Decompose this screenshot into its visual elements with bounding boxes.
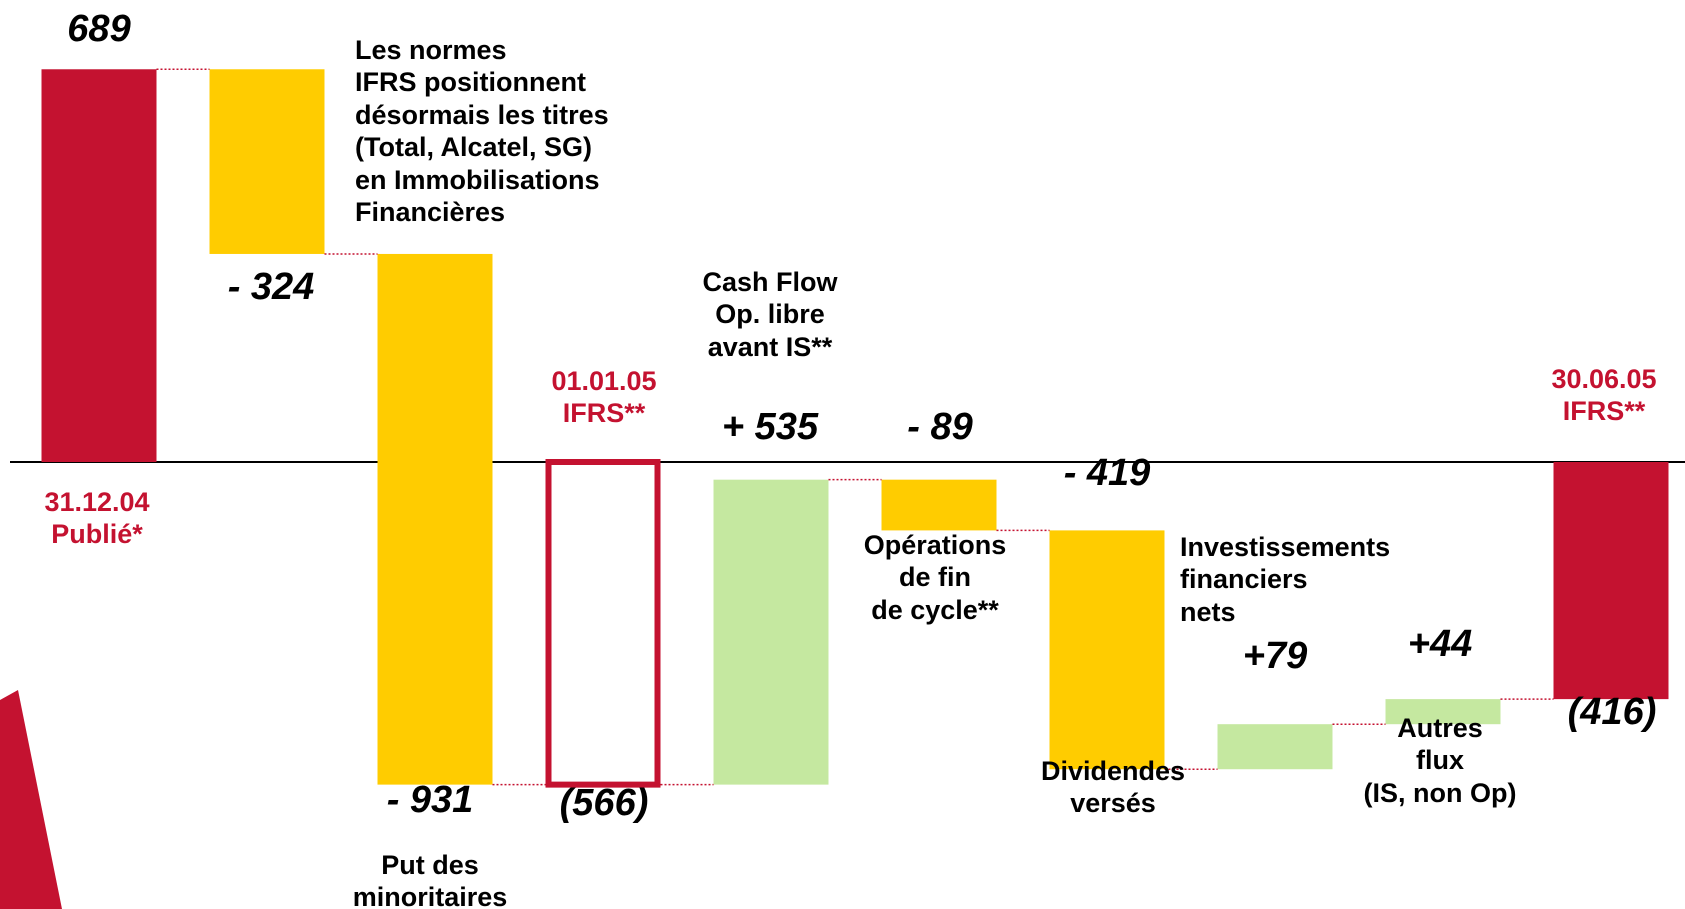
bar: [545, 459, 661, 788]
bar: [881, 479, 997, 531]
value-label: - 931: [386, 779, 474, 822]
category-label: Autres flux (IS, non Op): [1363, 713, 1517, 808]
bar: [41, 69, 157, 463]
category-label: Put des minoritaires: [352, 850, 508, 909]
value-label: + 535: [721, 406, 819, 449]
value-label: - 89: [907, 406, 973, 449]
decoration: [0, 690, 62, 909]
category-label: Cash Flow Op. libre avant IS**: [702, 267, 838, 362]
category-label: 31.12.04 Publié*: [44, 487, 150, 550]
category-label: Investissements financiers nets: [1180, 532, 1391, 627]
value-label: +44: [1407, 623, 1473, 666]
category-label: Opérations de fin de cycle**: [863, 530, 1007, 625]
bar: [1049, 530, 1165, 770]
bar: [209, 69, 325, 254]
value-label: - 324: [227, 266, 315, 309]
value-label: - 419: [1063, 452, 1151, 495]
value-label: 689: [67, 8, 131, 51]
category-label: Les normes IFRS positionnent désormais l…: [355, 35, 609, 227]
category-label: 30.06.05 IFRS**: [1551, 364, 1657, 427]
value-label: (416): [1567, 691, 1657, 734]
bar: [377, 253, 493, 785]
bar: [1553, 462, 1669, 700]
bar: [1217, 724, 1333, 770]
bar: [713, 479, 829, 785]
category-label: 01.01.05 IFRS**: [551, 366, 657, 429]
value-label: (566): [559, 782, 649, 825]
bar: [1385, 699, 1501, 725]
category-label: Dividendes versés: [1040, 756, 1186, 819]
value-label: +79: [1242, 635, 1308, 678]
